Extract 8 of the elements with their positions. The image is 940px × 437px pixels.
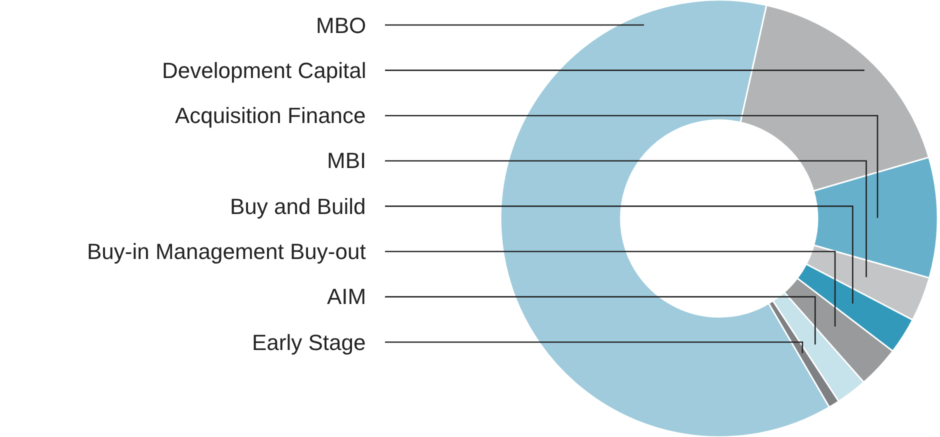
slice-label: Development Capital	[162, 58, 366, 83]
slice-label: MBO	[316, 13, 366, 38]
slice-label: Early Stage	[252, 330, 366, 355]
slice-label: MBI	[327, 148, 366, 173]
slice-label: Buy-in Management Buy-out	[87, 239, 366, 264]
slice-label: Buy and Build	[230, 194, 366, 219]
slice-label: AIM	[327, 284, 366, 309]
slice-label: Acquisition Finance	[175, 103, 366, 128]
